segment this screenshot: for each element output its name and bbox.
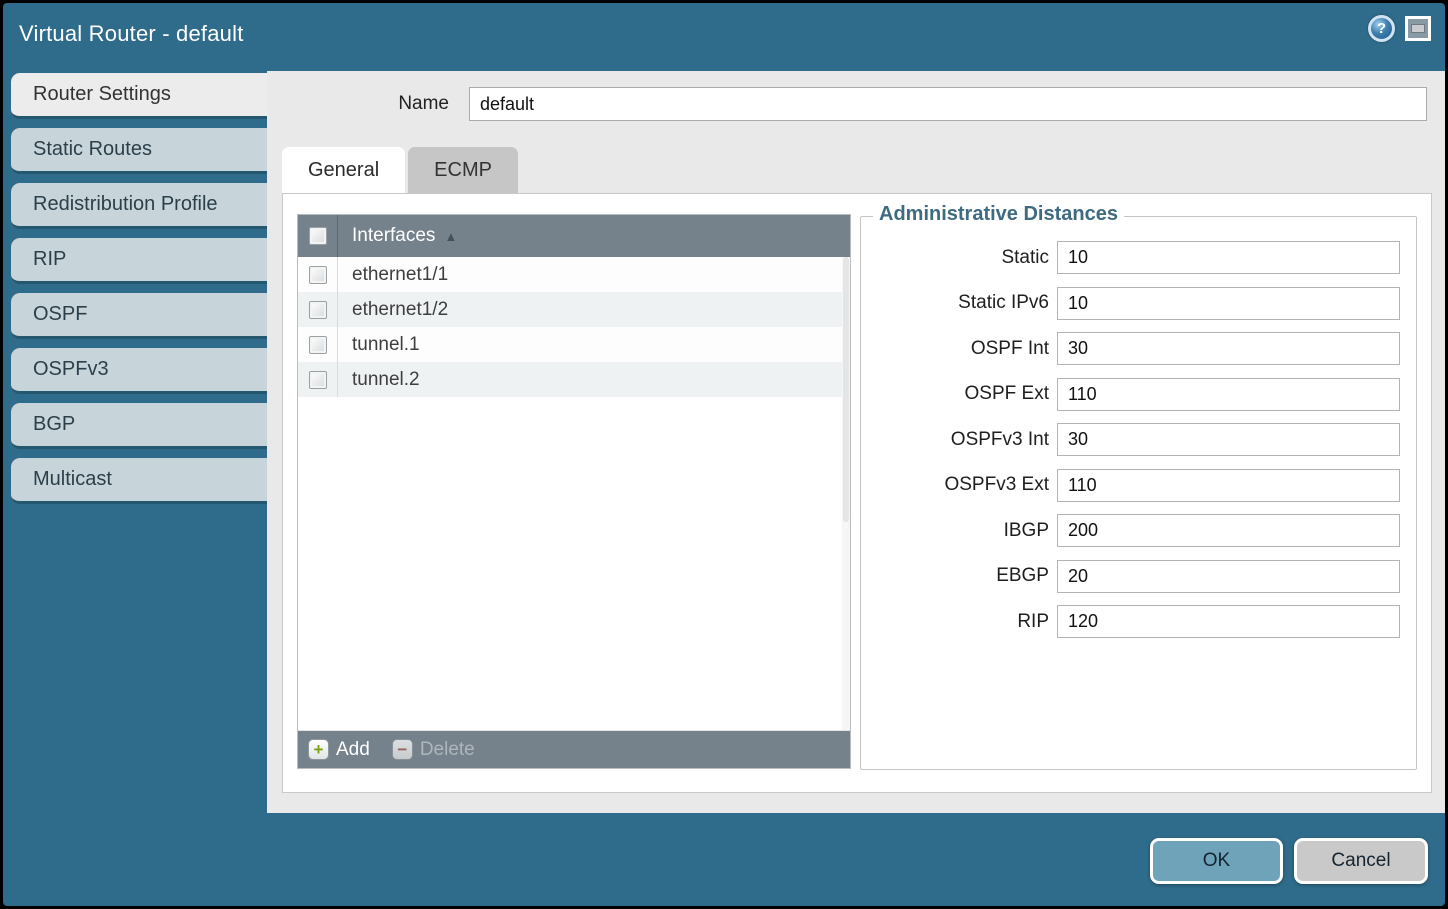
field-row: RIP: [861, 605, 1400, 638]
sidebar-item-ospfv3[interactable]: OSPFv3: [11, 348, 267, 394]
ebgp-input[interactable]: [1057, 559, 1400, 593]
field-row: OSPFv3 Int: [861, 423, 1400, 456]
ospf-int-label: OSPF Int: [970, 337, 1049, 359]
sidebar-item-bgp[interactable]: BGP: [11, 403, 267, 449]
interfaces-table-toolbar: + Add − Delete: [298, 730, 850, 768]
ospfv3-ext-label: OSPFv3 Ext: [944, 474, 1049, 495]
table-row[interactable]: tunnel.1: [298, 327, 850, 362]
fieldset-legend: Administrative Distances: [873, 203, 1124, 226]
static-input[interactable]: [1057, 241, 1400, 274]
field-row: EBGP: [861, 559, 1400, 593]
sidebar-item-label: OSPFv3: [33, 358, 109, 380]
table-row[interactable]: ethernet1/1: [298, 257, 850, 292]
dialog-title: Virtual Router - default: [19, 21, 244, 46]
delete-button-label: Delete: [419, 738, 475, 760]
sidebar-item-redistribution-profile[interactable]: Redistribution Profile: [11, 183, 267, 229]
sidebar: Router Settings Static Routes Redistribu…: [11, 73, 267, 513]
sidebar-item-label: OSPF: [33, 303, 88, 325]
delete-minus-icon: −: [391, 739, 413, 760]
interface-name: ethernet1/1: [352, 263, 449, 285]
table-row[interactable]: tunnel.2: [298, 362, 850, 397]
field-row: IBGP: [861, 514, 1400, 547]
plus-glyph: +: [313, 740, 324, 759]
administrative-distances-fieldset: Administrative Distances Static Static I…: [860, 203, 1417, 770]
name-row: Name: [267, 87, 1427, 121]
field-row: Static IPv6: [861, 286, 1400, 320]
ospfv3-int-input[interactable]: [1057, 423, 1400, 456]
row-checkbox[interactable]: [308, 300, 327, 319]
interface-name: ethernet1/2: [352, 298, 449, 320]
sort-ascending-icon: ▲: [444, 228, 458, 244]
add-plus-icon: +: [308, 739, 329, 760]
tab-ecmp[interactable]: ECMP: [408, 147, 518, 193]
virtual-router-dialog: Virtual Router - default ? Router Settin…: [3, 3, 1445, 906]
ibgp-label: IBGP: [1003, 519, 1049, 541]
ospf-ext-input[interactable]: [1057, 377, 1400, 411]
add-button[interactable]: + Add: [308, 739, 370, 761]
sidebar-item-label: Static Routes: [33, 138, 152, 160]
rip-label: RIP: [1017, 610, 1049, 632]
interface-name: tunnel.2: [352, 368, 420, 390]
minus-glyph: −: [397, 740, 408, 759]
field-row: OSPF Int: [861, 332, 1400, 365]
tab-general[interactable]: General: [282, 147, 406, 193]
select-all-checkbox[interactable]: [308, 227, 327, 245]
sidebar-item-router-settings[interactable]: Router Settings: [11, 73, 267, 119]
table-scrollbar[interactable]: [842, 257, 850, 730]
ospf-ext-label: OSPF Ext: [964, 383, 1049, 404]
field-row: OSPFv3 Ext: [861, 468, 1400, 502]
delete-button[interactable]: − Delete: [391, 738, 475, 761]
static-label: Static: [1001, 246, 1049, 268]
static-ipv6-label: Static IPv6: [958, 292, 1049, 313]
title-bar: Virtual Router - default ?: [3, 3, 1445, 68]
ospfv3-int-label: OSPFv3 Int: [950, 428, 1049, 450]
interfaces-table-body: ethernet1/1 ethernet1/2 tunnel.1 tunnel.…: [298, 257, 850, 730]
interfaces-sort-header[interactable]: Interfaces ▲: [352, 225, 457, 247]
ebgp-label: EBGP: [996, 565, 1049, 586]
sidebar-item-multicast[interactable]: Multicast: [11, 458, 267, 504]
interfaces-column-title: Interfaces: [352, 225, 436, 246]
sidebar-item-label: BGP: [33, 413, 76, 435]
ok-button[interactable]: OK: [1150, 838, 1283, 884]
interfaces-table-header: Interfaces ▲: [298, 215, 850, 257]
row-checkbox[interactable]: [308, 370, 327, 389]
rip-input[interactable]: [1057, 605, 1400, 638]
sidebar-item-static-routes[interactable]: Static Routes: [11, 128, 267, 174]
table-scrollbar-thumb[interactable]: [843, 257, 849, 522]
row-checkbox[interactable]: [308, 265, 327, 284]
general-tab-panel: Interfaces ▲ ethernet1/1 ethernet1/2: [282, 193, 1432, 793]
window-restore-icon[interactable]: [1405, 16, 1431, 41]
name-input[interactable]: [469, 87, 1427, 121]
help-icon[interactable]: ?: [1368, 15, 1395, 42]
interface-name: tunnel.1: [352, 333, 420, 355]
cancel-button[interactable]: Cancel: [1294, 838, 1428, 884]
sidebar-item-label: Redistribution Profile: [33, 193, 218, 215]
interfaces-table: Interfaces ▲ ethernet1/1 ethernet1/2: [297, 214, 851, 769]
content-panel: Name General ECMP Interfaces ▲: [267, 71, 1445, 813]
field-row: OSPF Ext: [861, 377, 1400, 411]
sidebar-item-label: Router Settings: [33, 83, 171, 105]
ospfv3-ext-input[interactable]: [1057, 468, 1400, 502]
static-ipv6-input[interactable]: [1057, 286, 1400, 320]
ibgp-input[interactable]: [1057, 514, 1400, 547]
name-label: Name: [398, 93, 449, 114]
ospf-int-input[interactable]: [1057, 332, 1400, 365]
window-restore-icon-glyph: [1411, 24, 1425, 33]
field-row: Static: [861, 241, 1400, 274]
tab-strip: General ECMP: [282, 147, 518, 193]
sidebar-item-rip[interactable]: RIP: [11, 238, 267, 284]
sidebar-item-ospf[interactable]: OSPF: [11, 293, 267, 339]
sidebar-item-label: RIP: [33, 248, 67, 270]
row-checkbox[interactable]: [308, 335, 327, 354]
add-button-label: Add: [336, 738, 370, 760]
sidebar-item-label: Multicast: [33, 468, 112, 490]
table-row[interactable]: ethernet1/2: [298, 292, 850, 327]
